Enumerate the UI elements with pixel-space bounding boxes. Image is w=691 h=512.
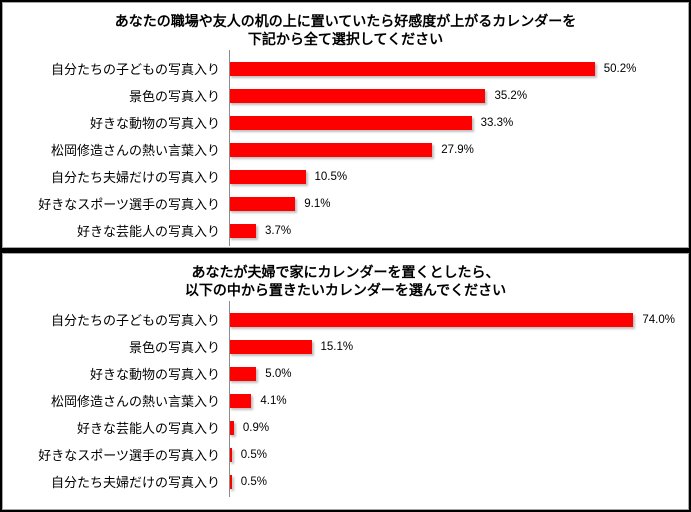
chart-row: 景色の写真入り 15.1% — [3, 333, 688, 360]
bar — [229, 115, 472, 130]
value-label: 0.5% — [240, 475, 267, 488]
bar — [229, 339, 312, 354]
chart-row: 自分たちの子どもの写真入り 50.2% — [3, 55, 688, 82]
value-label: 3.7% — [264, 224, 292, 237]
chart-panel-workplace: あなたの職場や友人の机の上に置いていたら好感度が上がるカレンダーを 下記から全て… — [2, 2, 689, 248]
category-label: 好きな動物の写真入り — [89, 367, 220, 382]
bar-track: 10.5% — [229, 163, 688, 190]
chart-title-line-2: 以下の中から置きたいカレンダーを選んでください — [184, 282, 507, 298]
chart-row: 好きなスポーツ選手の写真入り 0.5% — [3, 441, 688, 468]
value-label: 9.1% — [304, 197, 331, 210]
plot-area: 自分たちの子どもの写真入り 74.0% 景色の写真入り 15.1% 好きな動物の写真入り… — [3, 301, 688, 497]
category-label: 自分たち夫婦だけの写真入り — [50, 170, 220, 185]
value-label: 35.2% — [494, 89, 528, 102]
bar-track: 15.1% — [229, 333, 688, 360]
bar-track: 0.9% — [229, 414, 688, 441]
chart-title-line-1: あなたの職場や友人の机の上に置いていたら好感度が上がるカレンダーを — [114, 13, 577, 29]
plot-area: 自分たちの子どもの写真入り 50.2% 景色の写真入り 35.2% 好きな動物の写真入り… — [3, 50, 688, 246]
chart-row: 松岡修造さんの熱い言葉入り 27.9% — [3, 136, 688, 163]
value-label: 50.2% — [603, 62, 637, 75]
bar — [229, 88, 486, 103]
y-axis-line — [229, 50, 230, 246]
value-label: 27.9% — [441, 143, 474, 156]
category-label: 景色の写真入り — [128, 89, 220, 104]
value-label: 0.9% — [242, 421, 270, 434]
chart-row: 自分たち夫婦だけの写真入り 0.5% — [3, 468, 688, 495]
chart-row: 好きな芸能人の写真入り 3.7% — [3, 217, 688, 244]
chart-title: あなたが夫婦で家にカレンダーを置くとしたら、 以下の中から置きたいカレンダーを選… — [3, 263, 688, 299]
bar-track: 27.9% — [229, 136, 688, 163]
value-label: 74.0% — [642, 313, 675, 326]
bar — [229, 223, 256, 238]
bar — [229, 366, 257, 381]
bar — [229, 420, 234, 435]
bar-track: 5.0% — [229, 360, 688, 387]
bar-track: 0.5% — [229, 441, 688, 468]
chart-row: 好きな動物の写真入り 33.3% — [3, 109, 688, 136]
chart-row: 松岡修造さんの熱い言葉入り 4.1% — [3, 387, 688, 414]
chart-row: 自分たち夫婦だけの写真入り 10.5% — [3, 163, 688, 190]
bar-track: 0.5% — [229, 468, 688, 495]
bar — [229, 61, 595, 76]
category-label: 好きなスポーツ選手の写真入り — [38, 448, 220, 463]
y-axis-line — [229, 301, 230, 497]
bar — [229, 393, 252, 408]
category-label: 好きな芸能人の写真入り — [76, 224, 220, 239]
bar-track: 50.2% — [229, 55, 688, 82]
chart-row: 好きな動物の写真入り 5.0% — [3, 360, 688, 387]
bar — [229, 312, 634, 327]
chart-row: 景色の写真入り 35.2% — [3, 82, 688, 109]
category-label: 自分たち夫婦だけの写真入り — [50, 475, 220, 490]
value-label: 33.3% — [480, 116, 514, 129]
category-label: 松岡修造さんの熱い言葉入り — [50, 143, 220, 158]
chart-title: あなたの職場や友人の机の上に置いていたら好感度が上がるカレンダーを 下記から全て… — [3, 12, 688, 48]
bar — [229, 474, 232, 489]
bar-track: 33.3% — [229, 109, 688, 136]
category-label: 好きな動物の写真入り — [89, 116, 220, 131]
bar — [229, 142, 433, 157]
bar-track: 4.1% — [229, 387, 688, 414]
category-label: 松岡修造さんの熱い言葉入り — [50, 394, 220, 409]
bar — [229, 447, 232, 462]
category-label: 自分たちの子どもの写真入り — [50, 313, 220, 328]
chart-title-line-1: あなたが夫婦で家にカレンダーを置くとしたら、 — [191, 264, 500, 280]
category-label: 好きな芸能人の写真入り — [76, 421, 220, 436]
value-label: 5.0% — [265, 367, 292, 380]
bar — [229, 196, 296, 211]
category-label: 好きなスポーツ選手の写真入り — [38, 197, 220, 212]
chart-row: 自分たちの子どもの写真入り 74.0% — [3, 306, 688, 333]
value-label: 4.1% — [260, 394, 287, 407]
chart-panel-home: あなたが夫婦で家にカレンダーを置くとしたら、 以下の中から置きたいカレンダーを選… — [2, 253, 689, 510]
category-label: 景色の写真入り — [128, 340, 220, 355]
chart-row: 好きなスポーツ選手の写真入り 9.1% — [3, 190, 688, 217]
bar — [229, 169, 306, 184]
bar-track: 3.7% — [229, 217, 688, 244]
value-label: 0.5% — [240, 448, 267, 461]
bar-track: 35.2% — [229, 82, 688, 109]
category-label: 自分たちの子どもの写真入り — [50, 62, 220, 77]
bar-track: 9.1% — [229, 190, 688, 217]
chart-title-line-2: 下記から全て選択してください — [247, 31, 444, 47]
value-label: 10.5% — [314, 170, 348, 183]
bar-track: 74.0% — [229, 306, 688, 333]
chart-row: 好きな芸能人の写真入り 0.9% — [3, 414, 688, 441]
value-label: 15.1% — [320, 340, 354, 353]
